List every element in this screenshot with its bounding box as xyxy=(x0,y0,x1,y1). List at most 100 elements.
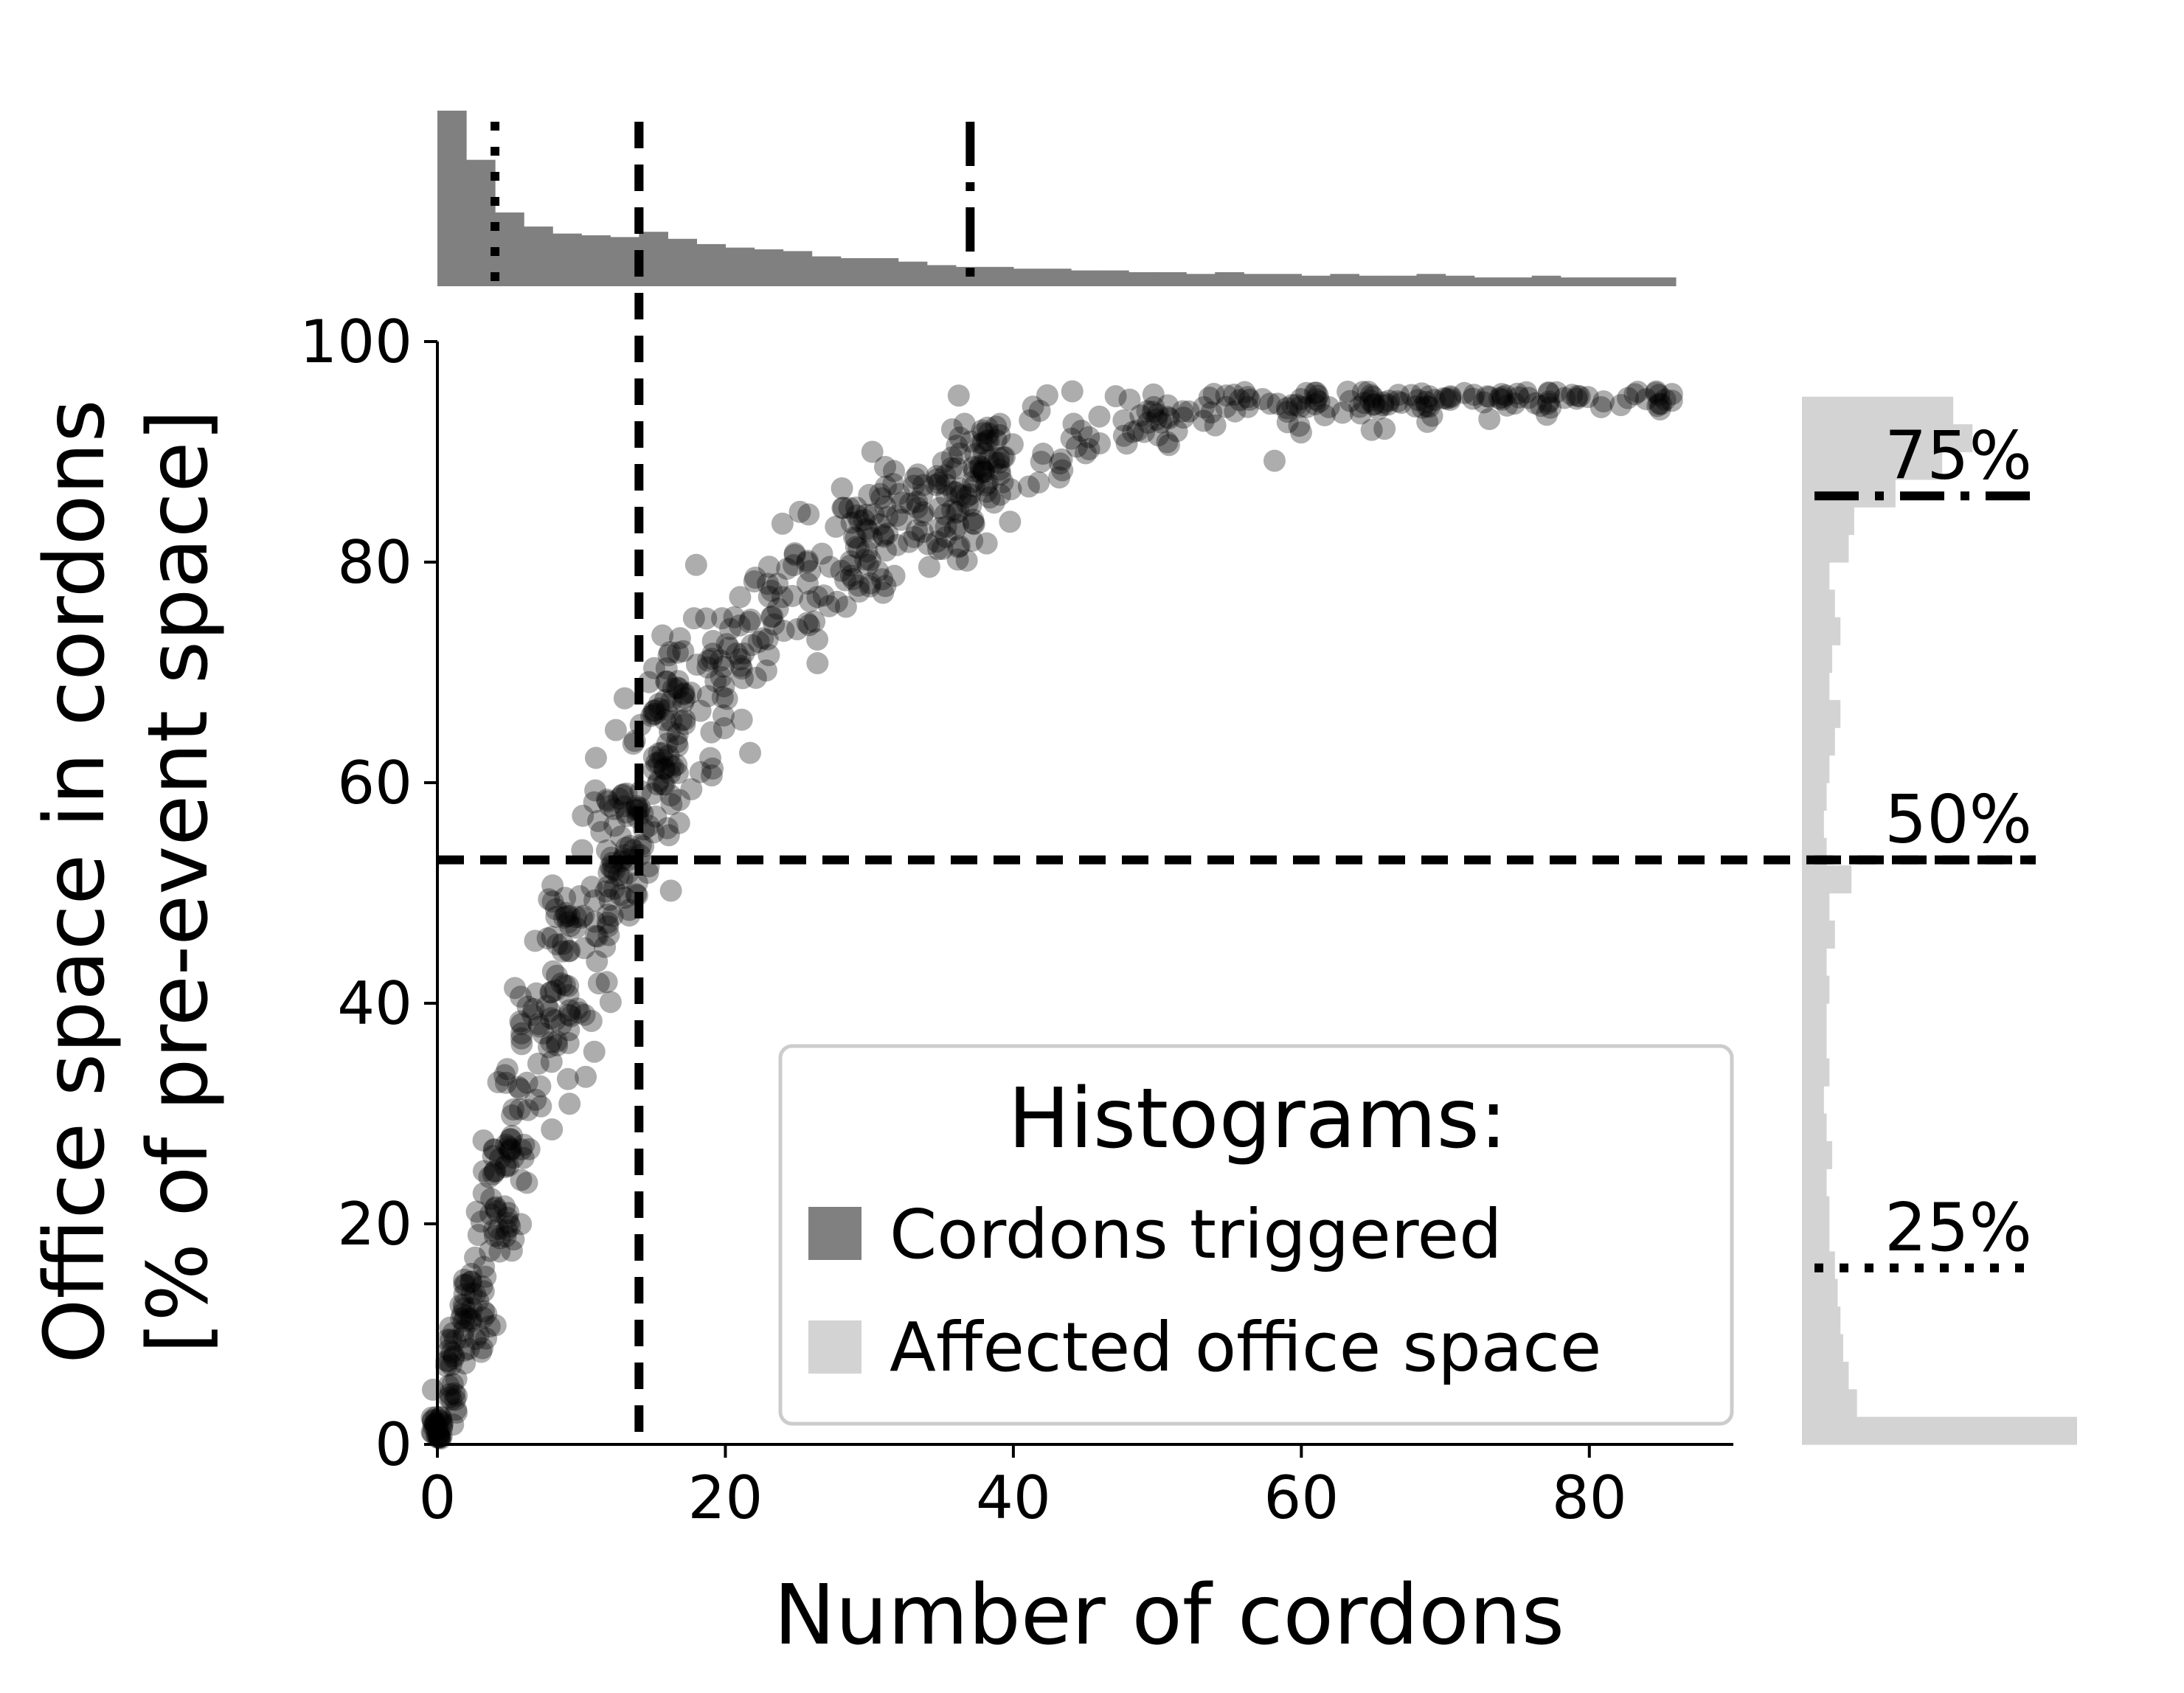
scatter-point xyxy=(460,1308,482,1331)
scatter-point xyxy=(811,542,833,565)
scatter-point xyxy=(484,1314,507,1337)
scatter-point xyxy=(608,787,631,810)
scatter-point xyxy=(527,1013,550,1036)
top-hist-bar xyxy=(1359,275,1389,286)
scatter-point xyxy=(1019,409,1041,432)
scatter-point xyxy=(564,906,587,929)
scatter-point xyxy=(1147,424,1170,447)
scatter-point xyxy=(1490,383,1513,406)
scatter-point xyxy=(654,688,677,711)
scatter-point xyxy=(509,1010,532,1033)
top-hist-bar xyxy=(1272,274,1302,286)
scatter-point xyxy=(1027,471,1050,494)
top-hist-bar xyxy=(1330,274,1360,286)
legend-entry-cordons: Cordons triggered xyxy=(890,1195,1502,1274)
scatter-point xyxy=(1049,452,1072,475)
scatter-point xyxy=(1372,394,1395,417)
scatter-point xyxy=(955,549,978,572)
scatter-point xyxy=(839,550,862,573)
scatter-point xyxy=(442,1321,465,1344)
scatter-point xyxy=(540,1050,563,1073)
scatter-point xyxy=(847,580,870,603)
scatter-point xyxy=(552,907,575,929)
scatter-point xyxy=(744,666,767,689)
scatter-point xyxy=(1488,387,1511,410)
top-hist-bar xyxy=(1041,269,1072,286)
scatter-point xyxy=(713,717,735,740)
scatter-point xyxy=(471,1337,494,1360)
right-hist-bar xyxy=(1802,1416,2077,1445)
scatter-point xyxy=(493,1064,516,1087)
scatter-point xyxy=(875,475,898,498)
scatter-point xyxy=(725,643,748,665)
scatter-point xyxy=(673,687,696,710)
scatter-point xyxy=(934,464,957,487)
scatter-point xyxy=(572,804,594,827)
top-hist-bar xyxy=(1474,277,1504,286)
scatter-point xyxy=(1415,390,1438,413)
scatter-point xyxy=(607,864,630,887)
scatter-point xyxy=(1400,384,1423,406)
scatter-point xyxy=(971,459,994,482)
scatter-point xyxy=(899,492,922,515)
scatter-point xyxy=(715,688,738,710)
scatter-point xyxy=(457,1337,480,1360)
scatter-point xyxy=(666,723,689,746)
scatter-point xyxy=(999,510,1022,533)
scatter-point xyxy=(698,747,721,769)
scatter-point xyxy=(776,558,799,581)
scatter-point xyxy=(594,935,617,958)
scatter-point xyxy=(1078,437,1100,460)
right-hist-bar xyxy=(1802,1058,1830,1087)
scatter-point xyxy=(1453,381,1476,404)
top-hist-bar xyxy=(1387,275,1418,286)
scatter-point xyxy=(501,1104,524,1127)
scatter-point xyxy=(1305,388,1328,411)
scatter-point xyxy=(1142,401,1165,423)
scatter-point xyxy=(453,1297,476,1320)
scatter-point xyxy=(1228,389,1251,412)
scatter-point xyxy=(680,778,703,800)
scatter-point xyxy=(912,474,935,496)
scatter-point xyxy=(611,867,634,890)
top-hist-bar xyxy=(869,257,899,286)
scatter-point xyxy=(651,773,674,796)
scatter-point xyxy=(872,581,895,604)
scatter-point xyxy=(906,491,929,513)
scatter-point xyxy=(1536,392,1559,415)
scatter-point xyxy=(988,447,1010,470)
scatter-point xyxy=(1295,381,1318,404)
scatter-point xyxy=(428,1425,451,1448)
scatter-point xyxy=(947,536,970,558)
scatter-point xyxy=(527,1052,550,1075)
right-hist-bar xyxy=(1802,893,1830,921)
scatter-point xyxy=(758,644,780,667)
scatter-point xyxy=(440,1354,462,1377)
scatter-point xyxy=(1463,384,1486,406)
scatter-point xyxy=(1337,380,1359,403)
scatter-point xyxy=(660,710,683,733)
right-hist-bar xyxy=(1802,1003,1827,1031)
scatter-point xyxy=(999,478,1022,501)
scatter-point xyxy=(439,1316,462,1339)
scatter-point xyxy=(443,1329,466,1352)
scatter-point xyxy=(584,747,607,769)
scatter-point xyxy=(1478,386,1501,409)
scatter-point xyxy=(470,1210,493,1233)
scatter-point xyxy=(1078,426,1100,449)
scatter-point xyxy=(739,609,762,631)
scatter-point xyxy=(1623,383,1646,406)
scatter-point xyxy=(1416,410,1439,433)
scatter-point xyxy=(755,659,777,682)
scatter-point xyxy=(467,1224,490,1247)
scatter-point xyxy=(1432,387,1455,409)
scatter-point xyxy=(572,904,595,927)
scatter-point xyxy=(586,925,609,948)
scatter-point xyxy=(757,572,780,595)
scatter-point xyxy=(493,1195,516,1218)
scatter-point xyxy=(949,442,971,465)
scatter-point xyxy=(977,429,1000,452)
scatter-point xyxy=(859,549,881,572)
scatter-point xyxy=(985,415,1008,438)
top-hist-bar xyxy=(1070,270,1100,286)
